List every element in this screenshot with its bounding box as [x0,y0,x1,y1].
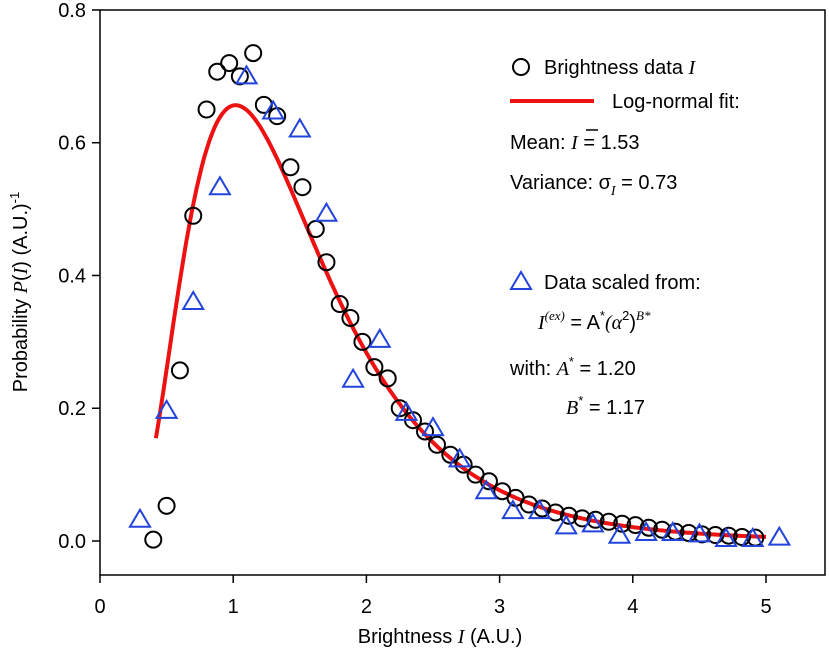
legend-formula: I(ex) = A*(α2)B* [537,308,651,334]
legend-circle-marker [513,59,529,75]
legend-triangle-marker [511,272,531,289]
scaled-data-points [130,66,789,546]
y-axis-label: Probability P(I) (A.U.)-1 [7,192,32,393]
data-point-triangle [316,204,336,221]
x-tick-label: 0 [94,596,105,618]
data-point-circle [145,532,161,548]
brightness-data-points [145,45,763,548]
legend-variance: Variance: σI = 0.73 [510,172,677,199]
data-point-circle [308,221,324,237]
data-point-circle [199,102,215,118]
y-tick-label: 0.6 [58,133,86,155]
x-tick-label: 2 [361,596,372,618]
data-point-circle [294,179,310,195]
legend-mean: Mean: I = 1.53 [510,132,640,154]
x-tick-label: 4 [627,596,638,618]
x-tick-label: 1 [228,596,239,618]
y-tick-label: 0.2 [58,398,86,420]
legend-circle-label: Brightness data I [544,57,697,79]
legend-triangle-label: Data scaled from: [544,272,701,294]
data-point-circle [256,97,272,113]
x-axis-label: Brightness I (A.U.) [358,626,523,648]
legend-fit-label: Log-normal fit: [612,91,740,113]
data-point-triangle [130,510,150,527]
data-point-circle [221,55,237,71]
y-tick-label: 0.8 [58,0,86,22]
x-tick-label: 5 [760,596,771,618]
data-point-circle [282,159,298,175]
data-point-triangle [183,292,203,309]
data-point-circle [172,362,188,378]
data-point-triangle [769,528,789,545]
data-point-circle [245,45,261,61]
data-point-circle [159,498,175,514]
brightness-probability-chart: 0 1 2 3 4 5 0.0 0.2 0.4 0.6 0.8 Brightness I (A.U.… [0,0,829,654]
y-tick-label: 0.0 [58,531,86,553]
x-tick-label: 3 [494,596,505,618]
legend-with-a: with: A* = 1.20 [509,354,636,380]
data-point-triangle [290,119,310,136]
data-point-triangle [210,177,230,194]
data-point-triangle [370,330,390,347]
data-point-triangle [343,370,363,387]
legend-with-b: B* = 1.17 [566,393,645,419]
y-tick-label: 0.4 [58,265,86,287]
